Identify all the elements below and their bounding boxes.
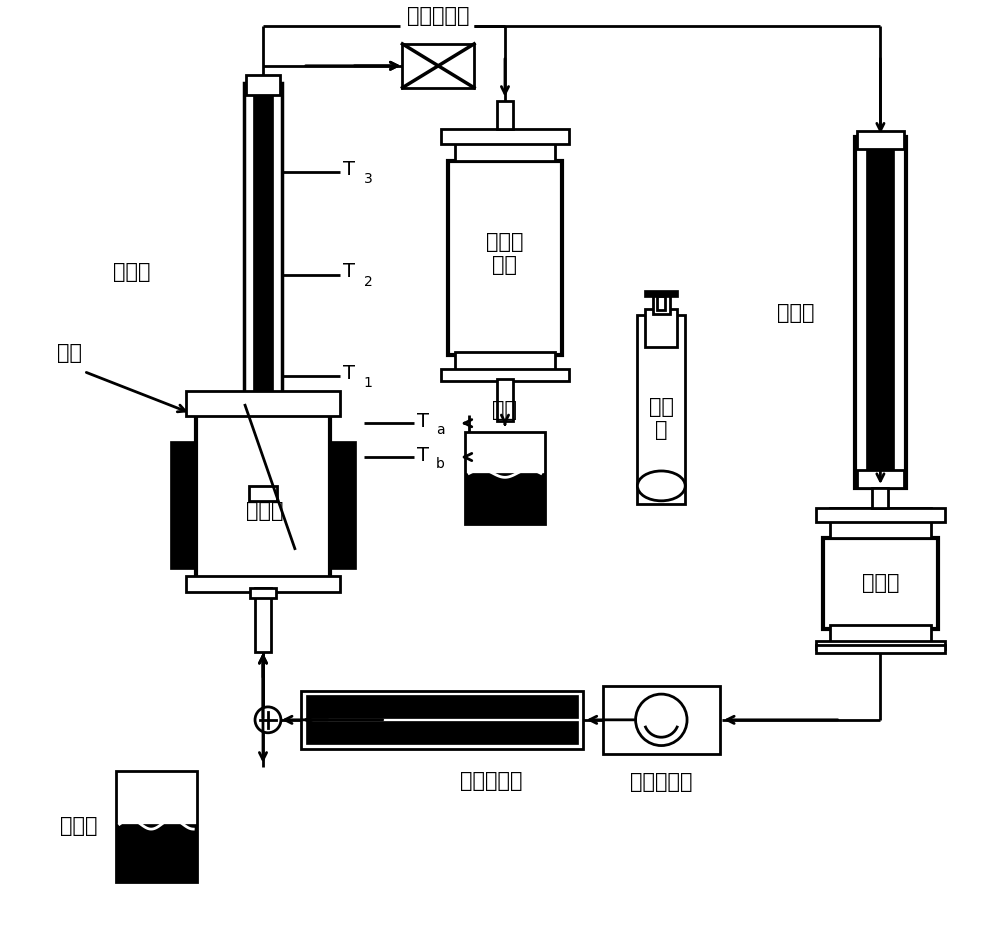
Bar xyxy=(657,295,665,309)
Bar xyxy=(253,94,273,499)
Bar xyxy=(441,369,569,382)
Bar xyxy=(249,486,277,501)
Bar xyxy=(306,694,578,718)
Circle shape xyxy=(636,694,687,745)
Bar xyxy=(465,432,545,524)
Bar xyxy=(255,588,271,652)
Text: 萃余物: 萃余物 xyxy=(60,817,98,836)
Bar xyxy=(823,538,938,630)
Bar xyxy=(301,691,583,749)
Text: 3: 3 xyxy=(364,172,372,186)
Text: 电动控制阀: 电动控制阀 xyxy=(407,6,470,26)
Bar xyxy=(855,137,906,488)
Bar xyxy=(402,44,474,88)
Bar xyxy=(441,129,569,144)
Bar xyxy=(603,686,720,754)
Bar xyxy=(116,770,197,882)
Text: T: T xyxy=(343,160,355,179)
Bar xyxy=(653,292,670,314)
Text: b: b xyxy=(436,457,445,471)
Bar xyxy=(497,380,513,421)
Bar xyxy=(830,507,931,538)
Bar xyxy=(448,161,562,356)
Bar xyxy=(816,507,945,521)
Bar xyxy=(465,473,545,524)
Bar xyxy=(857,470,904,488)
Text: T: T xyxy=(417,412,429,431)
Text: a: a xyxy=(436,423,444,437)
Bar xyxy=(816,645,945,653)
Bar xyxy=(830,625,931,647)
Bar xyxy=(866,149,894,478)
Bar xyxy=(244,82,282,501)
Bar xyxy=(872,488,888,507)
Bar xyxy=(497,101,513,129)
Bar xyxy=(186,577,340,593)
Text: 萃取釜: 萃取釜 xyxy=(246,501,284,520)
Text: T: T xyxy=(417,445,429,465)
Text: 高压溶剂泵: 高压溶剂泵 xyxy=(630,771,693,792)
Bar xyxy=(816,641,945,649)
Text: T: T xyxy=(343,364,355,383)
Text: 溶剂罐: 溶剂罐 xyxy=(862,573,899,594)
Bar xyxy=(455,130,555,161)
Text: 溶剂分
离罐: 溶剂分 离罐 xyxy=(486,232,524,275)
Bar xyxy=(637,315,685,504)
Bar xyxy=(196,401,330,581)
Bar xyxy=(455,352,555,375)
Bar xyxy=(170,441,196,569)
Circle shape xyxy=(255,707,281,732)
Text: 氮气
瓶: 氮气 瓶 xyxy=(649,397,674,440)
Bar xyxy=(306,720,578,744)
Text: 精馏柱: 精馏柱 xyxy=(113,262,150,282)
Ellipse shape xyxy=(637,471,685,501)
Text: 冷凝管: 冷凝管 xyxy=(777,303,815,322)
Text: 1: 1 xyxy=(364,376,372,391)
Bar xyxy=(330,441,356,569)
Bar xyxy=(250,588,276,598)
Bar xyxy=(186,392,340,416)
Text: 2: 2 xyxy=(364,275,372,289)
Text: 原料: 原料 xyxy=(57,344,82,364)
Bar xyxy=(645,308,677,346)
Bar xyxy=(116,824,197,882)
Text: 溶剂预热炉: 溶剂预热炉 xyxy=(460,770,523,791)
Bar xyxy=(644,290,678,296)
Bar xyxy=(246,75,280,94)
Bar xyxy=(857,131,904,149)
Text: 产物: 产物 xyxy=(492,400,517,420)
Text: T: T xyxy=(343,262,355,282)
